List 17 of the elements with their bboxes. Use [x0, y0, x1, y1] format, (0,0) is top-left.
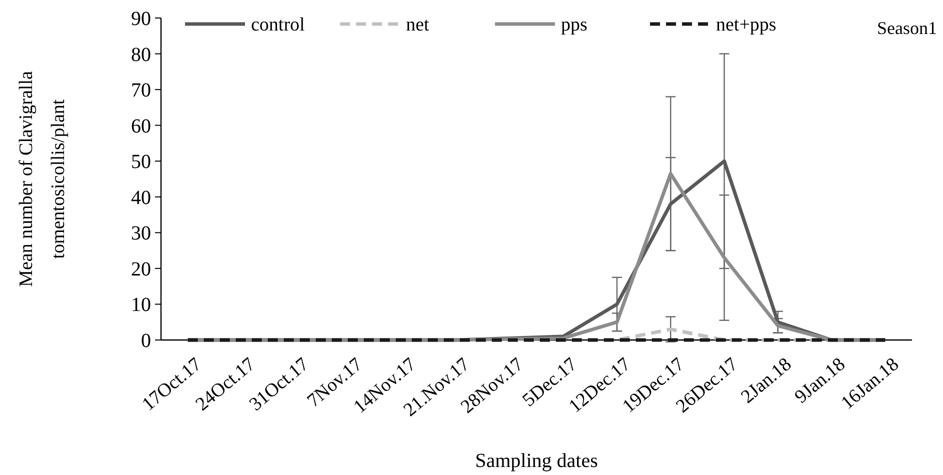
- y-tick-label: 20: [131, 258, 151, 280]
- y-tick-label: 0: [141, 330, 151, 352]
- y-tick-label: 70: [131, 80, 151, 102]
- y-tick-label: 10: [131, 294, 151, 316]
- legend-label: net+pps: [716, 14, 776, 36]
- x-axis-title: Sampling dates: [475, 450, 598, 472]
- y-tick-label: 30: [131, 222, 151, 245]
- y-tick-label: 50: [131, 151, 151, 174]
- y-tick-label: 60: [131, 115, 151, 138]
- legend-label: control: [251, 14, 305, 36]
- annotation: Season1: [877, 18, 937, 38]
- legend-label: pps: [561, 14, 588, 36]
- y-tick-label: 80: [131, 44, 151, 66]
- y-tick-label: 40: [131, 186, 151, 209]
- y-tick-label: 90: [131, 8, 151, 30]
- y-axis-title: Mean number of Clavigralla tomentosicollis/plant: [16, 70, 69, 287]
- legend-label: net: [406, 14, 430, 36]
